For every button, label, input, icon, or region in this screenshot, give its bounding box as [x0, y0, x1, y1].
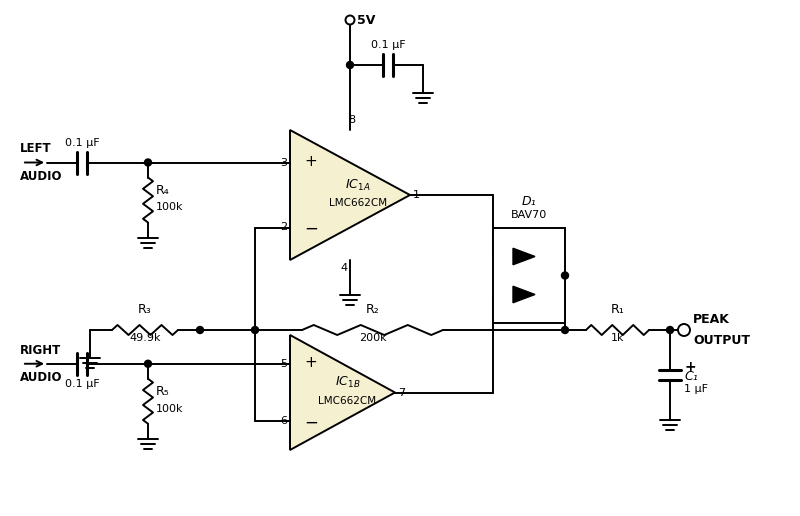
Polygon shape [513, 248, 535, 265]
Text: 1: 1 [413, 190, 420, 200]
Text: 0.1 µF: 0.1 µF [370, 40, 406, 50]
Text: 49.9k: 49.9k [130, 333, 161, 343]
Text: 100k: 100k [156, 404, 183, 414]
Text: 2: 2 [280, 222, 287, 233]
Text: D₁: D₁ [522, 195, 536, 208]
Text: BAV70: BAV70 [511, 210, 547, 220]
Polygon shape [513, 286, 535, 303]
Text: 5V: 5V [357, 13, 375, 26]
Text: 4: 4 [341, 263, 348, 273]
Text: AUDIO: AUDIO [20, 169, 62, 183]
Text: R₄: R₄ [156, 184, 170, 197]
Text: −: − [304, 413, 318, 431]
Text: 100k: 100k [156, 202, 183, 213]
Circle shape [562, 327, 569, 333]
Polygon shape [290, 335, 395, 450]
Bar [493, 228, 565, 323]
Text: R₃: R₃ [138, 303, 152, 316]
Text: R₂: R₂ [366, 303, 379, 316]
Text: LMC662CM: LMC662CM [318, 395, 377, 406]
Polygon shape [290, 130, 410, 260]
Circle shape [562, 272, 569, 279]
Text: 0.1 µF: 0.1 µF [65, 137, 99, 148]
Text: LMC662CM: LMC662CM [329, 198, 387, 208]
Text: −: − [304, 219, 318, 237]
Circle shape [145, 159, 151, 166]
Circle shape [251, 327, 258, 333]
Text: R₁: R₁ [610, 303, 624, 316]
Text: RIGHT: RIGHT [20, 344, 62, 357]
Text: IC$_{1A}$: IC$_{1A}$ [346, 178, 370, 192]
Text: OUTPUT: OUTPUT [693, 334, 750, 347]
Text: 6: 6 [280, 416, 287, 426]
Text: 5: 5 [280, 359, 287, 369]
Circle shape [666, 327, 674, 333]
Text: 1k: 1k [610, 333, 624, 343]
Text: AUDIO: AUDIO [20, 371, 62, 384]
Text: 200k: 200k [358, 333, 386, 343]
Text: IC$_{1B}$: IC$_{1B}$ [334, 375, 360, 390]
Text: +: + [304, 355, 317, 370]
Text: 7: 7 [398, 388, 405, 397]
Text: 3: 3 [280, 157, 287, 168]
Text: 8: 8 [348, 115, 355, 125]
Text: C₁: C₁ [684, 370, 698, 383]
Text: 0.1 µF: 0.1 µF [65, 379, 99, 389]
Circle shape [145, 360, 151, 367]
Text: +: + [304, 154, 317, 169]
Text: PEAK: PEAK [693, 313, 730, 326]
Text: LEFT: LEFT [20, 142, 52, 155]
Text: 1 µF: 1 µF [684, 384, 708, 394]
Circle shape [197, 327, 203, 333]
Text: +: + [684, 360, 696, 374]
Circle shape [346, 61, 354, 69]
Text: R₅: R₅ [156, 385, 170, 398]
